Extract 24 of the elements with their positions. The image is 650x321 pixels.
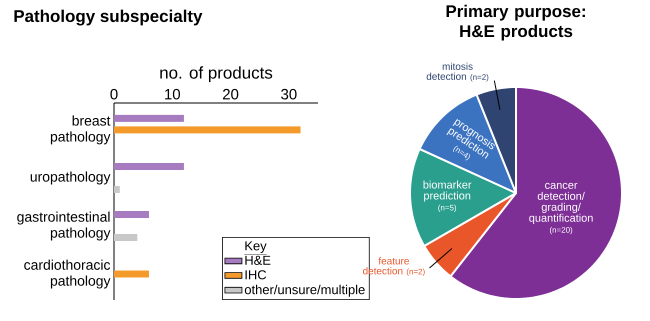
slice-label: biomarker prediction: [424, 180, 472, 202]
bar: [114, 186, 120, 193]
y-tick-label: breast pathology: [50, 115, 110, 144]
legend-title: Key: [245, 241, 267, 253]
legend-label: H&E: [245, 256, 270, 265]
chart-title: Primary purpose: H&E products: [446, 4, 585, 40]
x-tick-label: 30: [281, 88, 297, 100]
y-tick-label: uropathology: [30, 171, 110, 184]
y-tick-label: cardiothoracic pathology: [24, 260, 110, 289]
x-tick-label: 0: [110, 88, 118, 100]
x-tick-label: 10: [165, 88, 180, 100]
legend-label: IHC: [246, 270, 266, 280]
x-axis-title: no. of products: [160, 66, 272, 82]
bar: [114, 270, 149, 278]
slice-label: cancer detection/ grading/ quantification: [529, 182, 593, 224]
bar: [114, 211, 149, 218]
bar: [114, 162, 184, 170]
x-tick-label: 20: [223, 88, 238, 100]
y-tick-label: gastrointestinal pathology: [17, 212, 110, 240]
bar: [114, 234, 138, 242]
bar: [114, 114, 184, 122]
legend-label: other/unsure/multiple: [244, 284, 365, 297]
bar: [114, 126, 301, 134]
chart-title: Pathology subspecialty: [14, 10, 202, 26]
